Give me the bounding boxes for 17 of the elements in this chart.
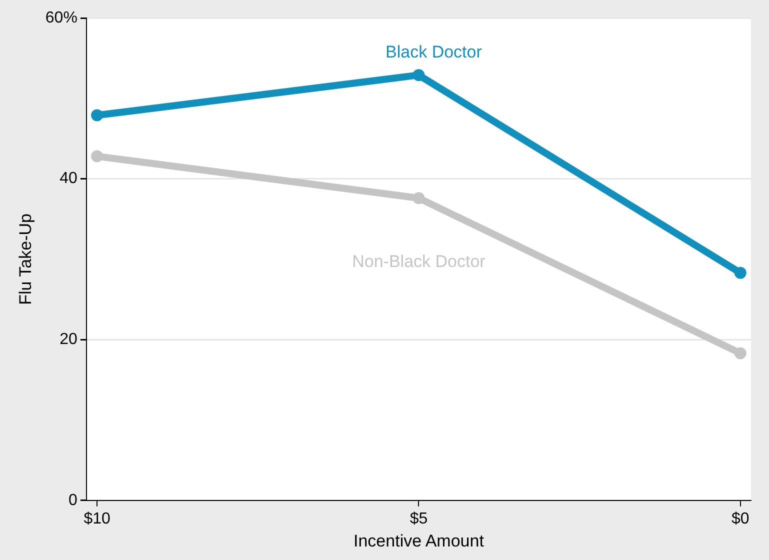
y-axis-title: Flu Take-Up bbox=[16, 214, 35, 305]
y-tick-label: 60% bbox=[45, 9, 78, 26]
point bbox=[412, 192, 425, 204]
y-tick-label: 20 bbox=[60, 331, 78, 348]
point bbox=[734, 266, 746, 279]
point bbox=[412, 69, 425, 82]
point bbox=[91, 109, 104, 122]
series-label: Black Doctor bbox=[386, 42, 482, 62]
point bbox=[734, 347, 746, 360]
x-axis-title: Incentive Amount bbox=[354, 531, 484, 550]
series-label: Non-Black Doctor bbox=[352, 252, 486, 271]
x-tick-label: $5 bbox=[410, 510, 428, 528]
point bbox=[91, 150, 104, 162]
y-tick-label: 0 bbox=[68, 492, 78, 509]
x-tick-label: $0 bbox=[731, 510, 750, 528]
x-tick-label: $10 bbox=[84, 510, 110, 528]
y-tick-label: 40 bbox=[60, 170, 78, 188]
